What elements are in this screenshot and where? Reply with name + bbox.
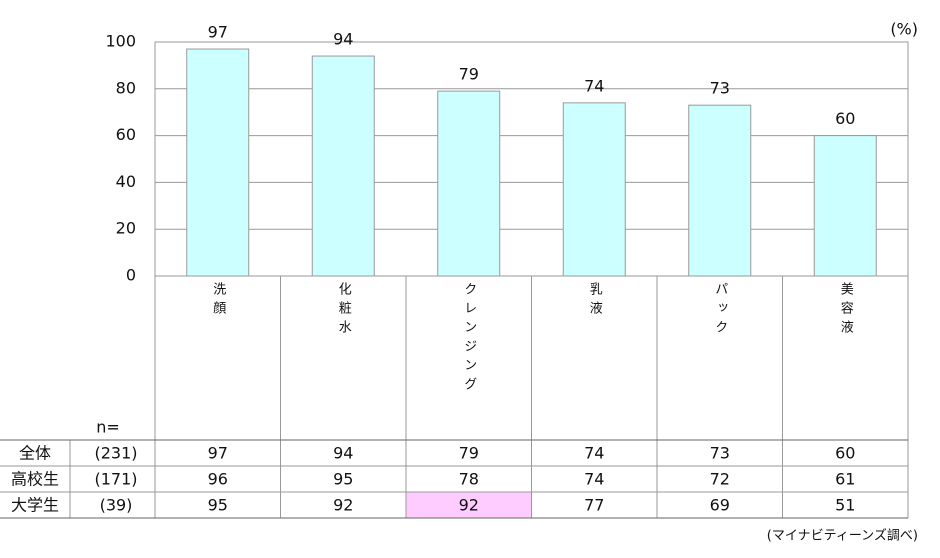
x-tick-label: 乳液 [587,282,603,320]
table-cell: 61 [835,470,855,489]
highlight-cell [406,492,532,518]
value-label: 73 [710,79,730,98]
bar [437,90,501,277]
table-cell: 72 [710,470,730,489]
plot-frame [154,41,909,277]
table-cell: 74 [584,470,604,489]
bar [813,135,877,277]
row-label: 高校生 [11,470,59,489]
table-cell: 79 [459,444,479,463]
row-n: (39) [100,496,133,515]
y-tick-label: 0 [126,266,136,285]
x-tick-label: 洗顔 [210,282,226,320]
bar [186,48,250,277]
table-cell: 60 [835,444,855,463]
x-tick-label: 化粧水 [336,282,352,339]
unit-label: (%) [890,20,918,39]
bar [562,102,626,277]
x-tick-label: パック [712,282,728,339]
x-tick-label: クレンジング [461,282,477,396]
y-tick-label: 100 [105,32,136,51]
table-cell: 78 [459,470,479,489]
row-n: (171) [94,470,137,489]
n-header: n= [96,418,120,437]
table-cell: 95 [333,470,353,489]
row-n: (231) [94,444,137,463]
table-cell: 69 [710,496,730,515]
value-label: 79 [459,65,479,84]
value-label: 97 [208,23,228,42]
table-cell: 96 [208,470,228,489]
table-cell: 51 [835,496,855,515]
table-cell: 92 [459,496,479,515]
table-cell: 77 [584,496,604,515]
value-label: 60 [835,109,855,128]
table-cell: 92 [333,496,353,515]
bar [311,55,375,277]
table-cell: 94 [333,444,353,463]
row-label: 大学生 [11,496,59,515]
table-cell: 95 [208,496,228,515]
bar [688,104,752,277]
source: (マイナビティーンズ調べ) [767,528,918,544]
table-cell: 97 [208,444,228,463]
table-cell: 73 [710,444,730,463]
value-label: 94 [333,30,353,49]
value-label: 74 [584,76,604,95]
table-cell: 74 [584,444,604,463]
y-tick-label: 60 [116,125,136,144]
row-label: 全体 [19,444,51,463]
y-tick-label: 20 [116,219,136,238]
y-tick-label: 40 [116,172,136,191]
y-tick-label: 80 [116,78,136,97]
x-tick-label: 美容液 [838,282,854,339]
